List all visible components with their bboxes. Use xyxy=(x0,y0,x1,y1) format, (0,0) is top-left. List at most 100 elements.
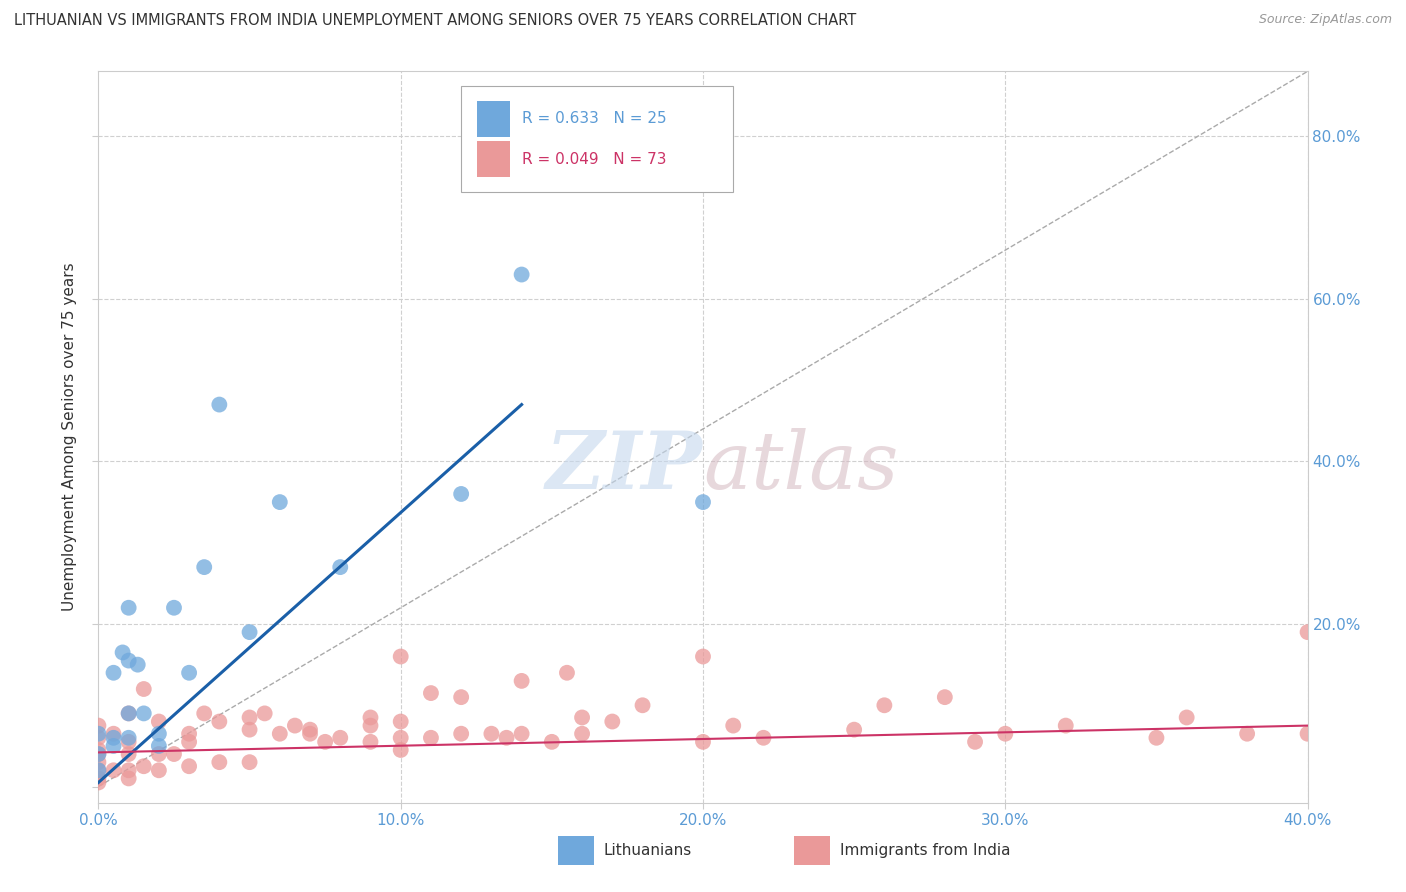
Point xyxy=(389,714,412,729)
Bar xyxy=(477,141,509,178)
Point xyxy=(87,775,110,789)
Text: ZIP: ZIP xyxy=(546,427,703,505)
Point xyxy=(118,600,141,615)
Point xyxy=(239,755,262,769)
Point xyxy=(389,743,412,757)
Point xyxy=(87,755,110,769)
Bar xyxy=(793,836,830,865)
Point xyxy=(103,764,125,778)
Point xyxy=(450,727,472,741)
Point xyxy=(87,747,110,761)
Point xyxy=(540,735,562,749)
Point xyxy=(148,764,170,778)
Point xyxy=(163,600,186,615)
Point xyxy=(208,398,231,412)
Text: R = 0.049   N = 73: R = 0.049 N = 73 xyxy=(522,152,666,167)
Point xyxy=(510,268,533,282)
Point xyxy=(510,727,533,741)
Point xyxy=(934,690,956,705)
Point xyxy=(692,495,714,509)
Point xyxy=(329,731,352,745)
Point xyxy=(510,673,533,688)
Point xyxy=(118,706,141,721)
Point xyxy=(87,747,110,761)
Point xyxy=(127,657,149,672)
Point xyxy=(1236,727,1258,741)
Point xyxy=(179,727,201,741)
Point xyxy=(87,764,110,778)
Point xyxy=(118,772,141,786)
Point xyxy=(111,645,134,659)
Point xyxy=(103,665,125,680)
Point xyxy=(87,772,110,786)
Point xyxy=(103,727,125,741)
Point xyxy=(571,727,593,741)
Point xyxy=(118,706,141,721)
Point xyxy=(269,727,291,741)
FancyBboxPatch shape xyxy=(461,86,734,192)
Point xyxy=(284,718,307,732)
Point xyxy=(299,723,322,737)
Point xyxy=(103,731,125,745)
Point xyxy=(118,747,141,761)
Point xyxy=(752,731,775,745)
Point xyxy=(179,759,201,773)
Text: atlas: atlas xyxy=(703,427,898,505)
Point xyxy=(87,743,110,757)
Point xyxy=(555,665,578,680)
Point xyxy=(360,735,382,749)
Point xyxy=(1175,710,1198,724)
Point xyxy=(239,625,262,640)
Point xyxy=(965,735,987,749)
Point xyxy=(481,727,503,741)
Y-axis label: Unemployment Among Seniors over 75 years: Unemployment Among Seniors over 75 years xyxy=(62,263,77,611)
Point xyxy=(360,710,382,724)
Point xyxy=(132,681,155,696)
Bar xyxy=(558,836,595,865)
Point xyxy=(329,560,352,574)
Point xyxy=(873,698,896,713)
Point xyxy=(132,759,155,773)
Point xyxy=(1144,731,1167,745)
Point xyxy=(314,735,336,749)
Point xyxy=(692,735,714,749)
Point xyxy=(239,710,262,724)
Point xyxy=(118,654,141,668)
Point xyxy=(420,731,443,745)
Point xyxy=(495,731,517,745)
Point xyxy=(87,764,110,778)
Point xyxy=(132,706,155,721)
Point xyxy=(631,698,654,713)
Point xyxy=(360,718,382,732)
Point xyxy=(692,649,714,664)
Text: Source: ZipAtlas.com: Source: ZipAtlas.com xyxy=(1258,13,1392,27)
Point xyxy=(193,560,215,574)
Point xyxy=(239,723,262,737)
Point xyxy=(844,723,866,737)
Point xyxy=(299,727,322,741)
Text: Immigrants from India: Immigrants from India xyxy=(839,843,1010,858)
Point xyxy=(389,731,412,745)
Text: R = 0.633   N = 25: R = 0.633 N = 25 xyxy=(522,112,666,127)
Point xyxy=(723,718,745,732)
Point xyxy=(389,649,412,664)
Bar xyxy=(477,101,509,137)
Point xyxy=(269,495,291,509)
Point xyxy=(450,690,472,705)
Point xyxy=(148,747,170,761)
Point xyxy=(1296,727,1319,741)
Point xyxy=(163,747,186,761)
Point xyxy=(148,714,170,729)
Point xyxy=(1054,718,1077,732)
Point xyxy=(602,714,624,729)
Point xyxy=(253,706,276,721)
Point xyxy=(118,731,141,745)
Point xyxy=(193,706,215,721)
Point xyxy=(179,665,201,680)
Point xyxy=(208,714,231,729)
Point xyxy=(118,764,141,778)
Point xyxy=(1296,625,1319,640)
Point xyxy=(87,731,110,745)
Point xyxy=(87,718,110,732)
Point xyxy=(179,735,201,749)
